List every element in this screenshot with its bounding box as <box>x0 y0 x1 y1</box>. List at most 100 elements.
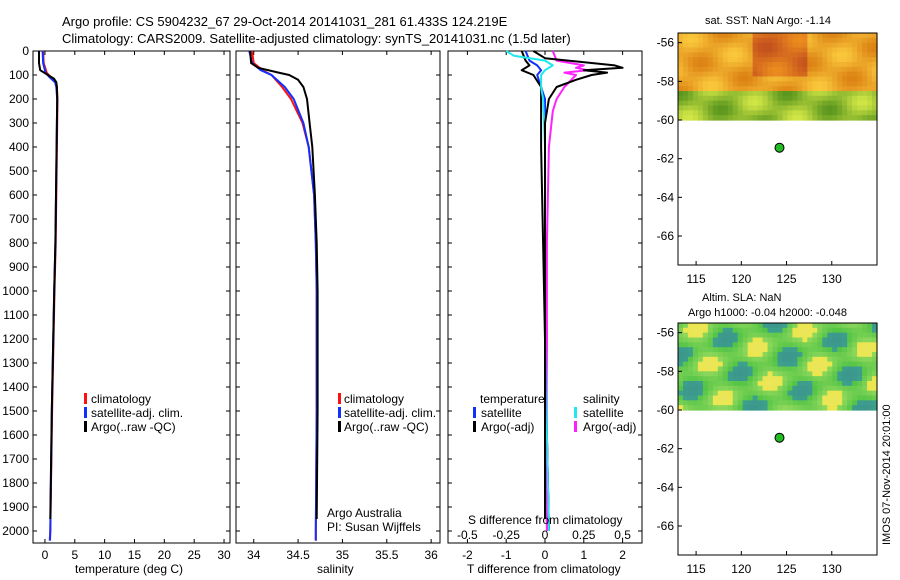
heatmap-cell <box>678 381 684 387</box>
heatmap-cell <box>767 342 774 348</box>
heatmap-cell <box>707 110 714 116</box>
heatmap-cell <box>797 76 803 82</box>
heatmap-cell <box>857 390 863 397</box>
heatmap-cell <box>757 57 764 63</box>
heatmap-cell <box>817 400 823 406</box>
heatmap-cell <box>862 37 868 44</box>
heatmap-cell <box>812 95 818 102</box>
heatmap-cell <box>692 347 699 353</box>
heatmap-cell <box>787 62 794 68</box>
heatmap-cell <box>862 110 868 116</box>
heatmap-cell <box>852 356 858 363</box>
heatmap-cell <box>767 332 774 339</box>
heatmap-cell <box>712 395 719 401</box>
heatmap-cell <box>697 356 704 363</box>
heatmap-cell <box>817 327 823 334</box>
legend-climatology-label: climatology <box>344 392 404 406</box>
heatmap-cell <box>782 95 789 102</box>
heatmap-cell <box>767 400 774 406</box>
temperature-legend: climatology satellite-adj. clim. Argo(..… <box>84 392 183 434</box>
series-line-climatology <box>251 50 318 541</box>
heatmap-cell <box>827 347 833 353</box>
heatmap-cell <box>847 371 853 377</box>
heatmap-cell <box>737 390 744 397</box>
heatmap-cell <box>692 57 699 63</box>
heatmap-cell <box>767 37 774 44</box>
heatmap-cell <box>807 52 813 58</box>
heatmap-cell <box>732 95 739 102</box>
heatmap-cell <box>767 381 774 387</box>
series-line-argo-temp-spike <box>532 50 624 519</box>
heatmap-cell <box>807 81 813 87</box>
heatmap-cell <box>762 62 769 68</box>
heatmap-cell <box>732 390 739 397</box>
t-difference-x-axis: -2 -1 0 1 2 <box>462 51 626 562</box>
heatmap-cell <box>762 52 769 58</box>
heatmap-cell <box>847 405 853 411</box>
heatmap-cell <box>687 52 694 58</box>
heatmap-cell <box>872 52 878 58</box>
heatmap-cell <box>872 352 878 358</box>
heatmap-cell <box>872 337 878 343</box>
heatmap-cell <box>757 400 764 406</box>
heatmap-cell <box>712 66 719 73</box>
heatmap-cell <box>787 400 794 406</box>
heatmap-cell <box>792 100 798 107</box>
heatmap-cell <box>678 52 684 58</box>
heatmap-cell <box>697 33 704 39</box>
heatmap-cell <box>712 57 719 63</box>
heatmap-cell <box>727 323 734 329</box>
heatmap-cell <box>707 71 714 78</box>
heatmap-cell <box>827 100 833 107</box>
heatmap-cell <box>682 47 689 53</box>
heatmap-cell <box>802 71 808 78</box>
heatmap-cell <box>837 323 843 329</box>
heatmap-cell <box>767 361 774 368</box>
heatmap-cell <box>767 86 774 92</box>
heatmap-cell <box>797 400 803 406</box>
heatmap-cell <box>837 91 843 97</box>
heatmap-cell <box>787 385 794 392</box>
heatmap-cell <box>872 95 878 102</box>
heatmap-cell <box>697 81 704 87</box>
heatmap-cell <box>747 405 754 411</box>
heatmap-cell <box>707 342 714 348</box>
heatmap-cell <box>802 95 808 102</box>
heatmap-cell <box>752 400 759 406</box>
heatmap-cell <box>837 95 843 102</box>
heatmap-cell <box>702 47 709 53</box>
heatmap-cell <box>682 371 689 377</box>
heatmap-cell <box>842 337 848 343</box>
heatmap-cell <box>777 395 784 401</box>
heatmap-cell <box>827 91 833 97</box>
sla-map-frame <box>677 322 878 556</box>
depth-tick-label: 1900 <box>2 500 29 514</box>
heatmap-cell <box>747 381 754 387</box>
heatmap-cell <box>827 33 833 39</box>
heatmap-cell <box>702 42 709 49</box>
heatmap-cell <box>812 400 818 406</box>
heatmap-cell <box>837 52 843 58</box>
heatmap-cell <box>822 115 828 121</box>
heatmap-cell <box>712 400 719 406</box>
heatmap-cell <box>678 376 684 382</box>
heatmap-cell <box>827 62 833 68</box>
heatmap-cell <box>782 81 789 87</box>
heatmap-cell <box>867 105 873 111</box>
heatmap-cell <box>822 405 828 411</box>
heatmap-cell <box>787 395 794 401</box>
heatmap-cell <box>702 110 709 116</box>
heatmap-cell <box>747 356 754 363</box>
heatmap-cell <box>717 71 724 78</box>
heatmap-cell <box>782 86 789 92</box>
heatmap-cell <box>872 356 878 363</box>
heatmap-cell <box>847 62 853 68</box>
heatmap-cell <box>692 91 699 97</box>
heatmap-cell <box>797 71 803 78</box>
heatmap-cell <box>737 86 744 92</box>
heatmap-cell <box>777 385 784 392</box>
heatmap-cell <box>682 100 689 107</box>
heatmap-cell <box>857 71 863 78</box>
heatmap-cell <box>777 376 784 382</box>
heatmap-cell <box>737 66 744 73</box>
